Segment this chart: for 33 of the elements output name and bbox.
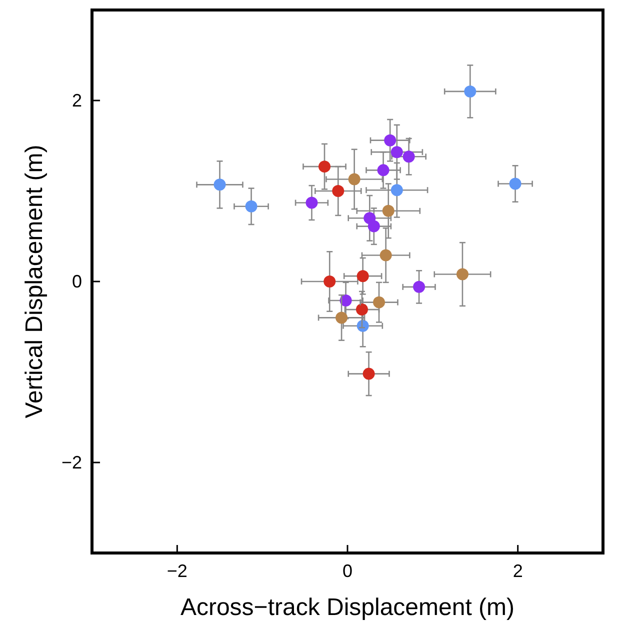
point: [390, 184, 403, 196]
point: [368, 220, 380, 232]
point: [464, 85, 476, 98]
point: [324, 276, 336, 288]
point: [384, 134, 396, 146]
x-tick-label: 0: [342, 561, 353, 581]
point: [336, 312, 348, 324]
point: [318, 160, 331, 173]
point: [402, 150, 415, 163]
x-tick-label: −2: [166, 561, 188, 581]
y-tick-label: 0: [72, 272, 82, 292]
point: [356, 270, 369, 282]
point: [362, 368, 375, 380]
point: [306, 196, 318, 209]
point: [245, 200, 258, 212]
y-tick-label: −2: [61, 452, 82, 472]
point: [340, 294, 352, 307]
y-tick-label: 2: [72, 90, 82, 110]
point: [413, 280, 426, 293]
point: [356, 304, 368, 316]
y-axis-title: Vertical Displacement (m): [21, 144, 48, 418]
point: [373, 296, 386, 308]
point: [332, 185, 344, 197]
x-axis-title: Across−track Displacement (m): [180, 594, 515, 621]
point: [380, 249, 392, 262]
point: [377, 164, 390, 176]
point: [382, 204, 394, 217]
point: [214, 178, 226, 191]
x-tick-label: 2: [512, 561, 523, 581]
point: [456, 268, 468, 280]
point: [390, 146, 403, 158]
point: [509, 178, 522, 190]
point: [348, 173, 360, 186]
